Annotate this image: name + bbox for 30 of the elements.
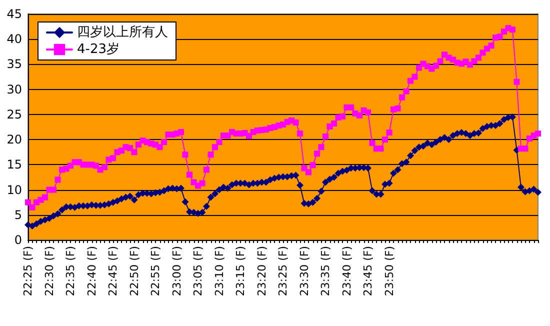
- x-tick-label: 23:25 (F): [276, 246, 290, 296]
- x-tick-label: 22:30 (F): [42, 246, 56, 296]
- x-tick-label: 23:15 (F): [234, 246, 247, 296]
- y-tick-label: 10: [6, 182, 22, 197]
- x-tick-label: 23:50 (F): [382, 246, 396, 296]
- x-tick-label: 23:05 (F): [192, 246, 204, 296]
- y-tick-label: 0: [14, 233, 22, 247]
- x-tick-label: 23:45 (F): [362, 246, 374, 296]
- x-tick-label: 22:55 (F): [149, 246, 162, 296]
- y-tick-label: 5: [14, 208, 22, 222]
- y-tick-label: 25: [6, 107, 22, 122]
- legend-label: 四岁以上所有人: [77, 25, 168, 40]
- y-tick-label: 15: [6, 158, 22, 172]
- y-tick-label: 45: [6, 7, 22, 21]
- x-tick-label: 23:30 (F): [298, 246, 311, 296]
- y-tick-label: 35: [6, 57, 22, 72]
- x-tick-label: 23:40 (F): [340, 246, 354, 296]
- x-tick-label: 23:00 (F): [170, 246, 184, 296]
- x-tick-label: 22:45 (F): [106, 246, 120, 296]
- x-tick-label: 22:40 (F): [85, 246, 98, 296]
- y-tick-label: 40: [6, 32, 22, 46]
- y-tick-label: 20: [6, 132, 22, 147]
- x-tick-label: 23:20 (F): [255, 246, 268, 296]
- legend-label: 4-23岁: [77, 42, 120, 57]
- x-tick-label: 23:10 (F): [212, 246, 226, 296]
- x-tick-label: 22:35 (F): [64, 246, 77, 296]
- y-tick-label: 30: [6, 82, 22, 96]
- x-tick-label: 22:50 (F): [128, 246, 141, 296]
- x-tick-label: 22:25 (F): [22, 246, 34, 296]
- x-tick-label: 23:35 (F): [319, 246, 332, 296]
